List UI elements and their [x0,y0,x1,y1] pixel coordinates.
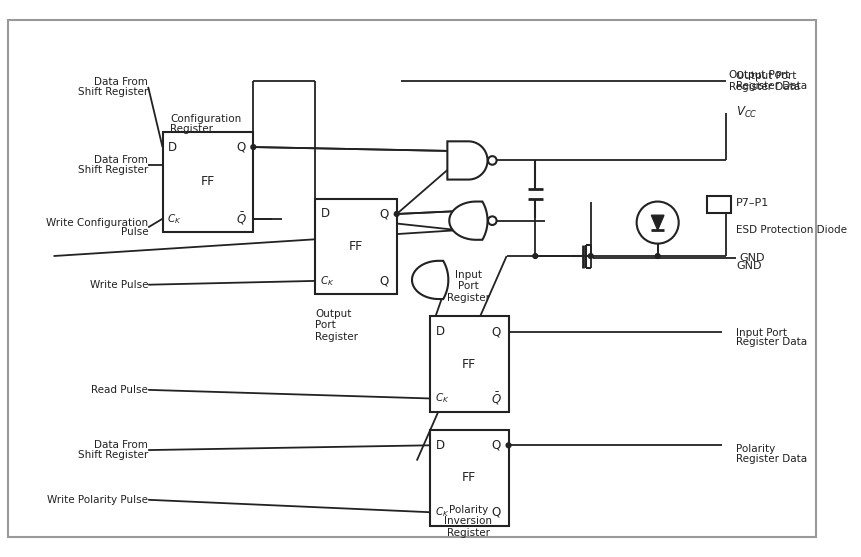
Text: Shift Register: Shift Register [77,87,148,96]
Text: $C_K$: $C_K$ [435,392,449,405]
Text: $C_K$: $C_K$ [319,274,334,288]
Text: Q: Q [491,325,500,338]
Bar [707,196,730,213]
Text: $\bar{Q}$: $\bar{Q}$ [491,390,502,407]
Polygon shape [651,215,663,230]
Circle shape [636,202,678,243]
Text: FF: FF [349,240,362,253]
Polygon shape [447,141,487,179]
Circle shape [654,253,660,258]
Text: P7–P1: P7–P1 [735,198,768,208]
Text: FF: FF [461,358,476,370]
Text: $C_K$: $C_K$ [435,505,449,519]
Bar [430,316,508,412]
Text: GND: GND [735,261,760,271]
Text: Input
Port
Register: Input Port Register [446,270,489,303]
Text: Configuration: Configuration [170,114,241,124]
Text: Polarity: Polarity [735,444,774,454]
Text: Polarity
Inversion
Register: Polarity Inversion Register [444,505,492,538]
Text: Write Pulse: Write Pulse [90,280,148,290]
Circle shape [532,253,537,258]
Text: Write Configuration: Write Configuration [46,218,148,228]
Text: Pulse: Pulse [121,227,148,237]
Text: $C_K$: $C_K$ [167,212,182,226]
Text: Q: Q [236,140,245,154]
Bar [163,132,253,232]
Text: Output Port: Output Port [735,71,796,81]
Text: Data From: Data From [94,155,148,165]
Circle shape [588,253,592,258]
Text: D: D [436,325,444,338]
Circle shape [393,212,399,216]
Text: GND: GND [738,253,764,263]
Polygon shape [412,261,448,299]
Bar [315,199,396,294]
Text: FF: FF [201,175,214,188]
Text: Output
Port
Register: Output Port Register [315,309,358,342]
Text: Q: Q [491,439,500,452]
Text: Data From: Data From [94,77,148,87]
Text: FF: FF [461,471,476,484]
Text: Q: Q [379,207,388,221]
Circle shape [505,443,511,448]
Text: Shift Register: Shift Register [77,165,148,175]
Circle shape [487,156,496,165]
Text: Write Polarity Pulse: Write Polarity Pulse [47,495,148,505]
Polygon shape [449,202,487,240]
Text: Register: Register [170,124,213,134]
Text: Register Data: Register Data [735,454,806,463]
Circle shape [251,145,256,149]
Text: Register Data: Register Data [735,81,806,91]
Circle shape [487,216,496,225]
Bar [430,430,508,526]
Text: Register Data: Register Data [735,337,806,347]
Text: D: D [436,439,444,452]
Text: $V_{CC}$: $V_{CC}$ [735,105,757,120]
Text: Read Pulse: Read Pulse [91,385,148,395]
Text: Output Port
Register Data: Output Port Register Data [728,70,800,92]
Text: D: D [168,140,177,154]
Text: ESD Protection Diode: ESD Protection Diode [735,225,846,235]
Text: Shift Register: Shift Register [77,450,148,460]
Text: Input Port: Input Port [735,328,786,338]
Text: Data From: Data From [94,440,148,450]
Text: $\bar{Q}$: $\bar{Q}$ [236,211,246,227]
Text: D: D [321,207,330,221]
Text: Q: Q [491,506,500,519]
Text: Q: Q [379,275,388,287]
